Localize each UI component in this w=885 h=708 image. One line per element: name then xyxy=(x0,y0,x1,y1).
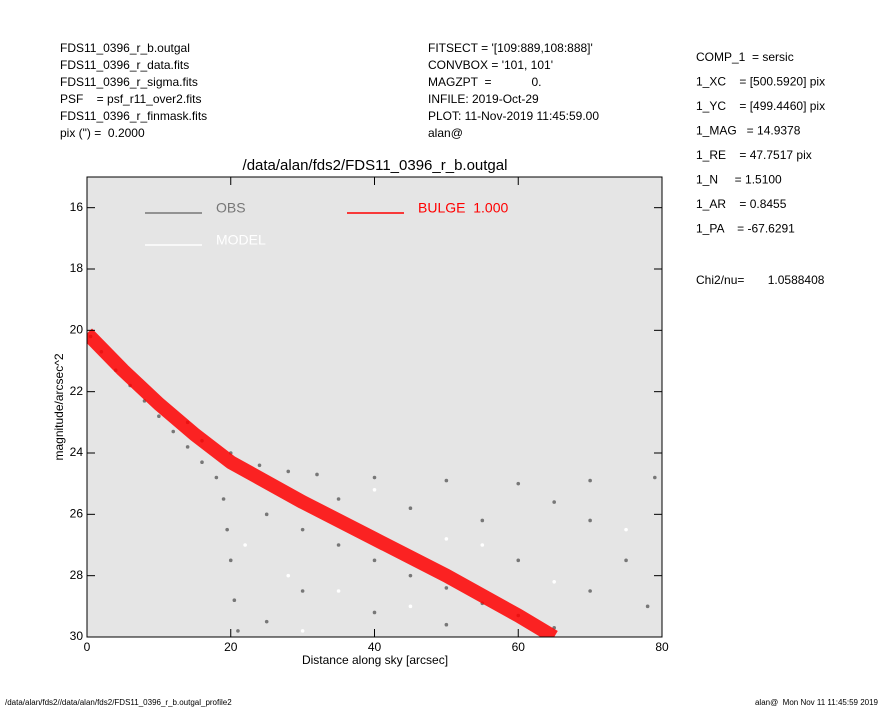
data-point xyxy=(264,619,269,624)
header-line: alan@ xyxy=(428,126,463,140)
header-line: FDS11_0396_r_data.fits xyxy=(60,58,189,72)
data-point xyxy=(228,558,233,563)
header-line: 1_PA = -67.6291 xyxy=(696,222,795,236)
data-point xyxy=(516,558,521,563)
legend-label: BULGE 1.000 xyxy=(418,200,508,216)
header-line: FITSECT = '[109:889,108:888]' xyxy=(428,41,593,55)
data-point xyxy=(552,500,556,504)
data-point xyxy=(232,598,237,602)
data-point xyxy=(444,537,449,541)
data-point xyxy=(236,629,240,633)
y-tick-label: 28 xyxy=(70,568,84,582)
header-line: PLOT: 11-Nov-2019 11:45:59.00 xyxy=(428,109,599,123)
data-point xyxy=(336,543,341,547)
data-point xyxy=(300,629,305,633)
header-line: FDS11_0396_r_sigma.fits xyxy=(60,75,198,89)
y-tick-label: 18 xyxy=(70,261,84,275)
data-point xyxy=(286,573,291,578)
x-tick-label: 80 xyxy=(655,640,669,654)
header-line: COMP_1 = sersic xyxy=(696,50,794,64)
footer-right: alan@ Mon Nov 11 11:45:59 2019 xyxy=(755,698,879,707)
data-point xyxy=(214,475,219,480)
legend-label: MODEL xyxy=(216,232,266,248)
header-line: 1_RE = 47.7517 pix xyxy=(696,148,812,162)
chi-square: Chi2/nu= 1.0588408 xyxy=(696,273,825,287)
data-point xyxy=(480,543,485,547)
x-tick-label: 60 xyxy=(512,640,526,654)
data-point xyxy=(157,414,161,419)
header-line: FDS11_0396_r_b.outgal xyxy=(60,41,190,55)
y-tick-label: 30 xyxy=(70,629,84,643)
data-point xyxy=(300,527,305,532)
data-point xyxy=(444,478,449,483)
x-axis-label: Distance along sky [arcsec] xyxy=(302,653,448,667)
data-point xyxy=(408,604,413,609)
data-point xyxy=(264,512,269,517)
data-point xyxy=(171,429,176,434)
data-point xyxy=(408,573,413,578)
footer-left: /data/alan/fds2//data/alan/fds2/FDS11_03… xyxy=(5,698,232,707)
data-point xyxy=(243,543,247,547)
data-point xyxy=(221,497,226,501)
data-point xyxy=(645,604,650,609)
chart-title: /data/alan/fds2/FDS11_0396_r_b.outgal xyxy=(243,157,508,174)
legend-label: OBS xyxy=(216,200,246,216)
y-tick-label: 22 xyxy=(70,384,84,398)
y-tick-label: 16 xyxy=(70,200,84,214)
data-point xyxy=(286,469,291,474)
header-line: 1_MAG = 14.9378 xyxy=(696,124,801,138)
data-point xyxy=(372,475,377,480)
data-point xyxy=(372,610,377,615)
data-point xyxy=(257,463,262,468)
data-point xyxy=(185,445,190,449)
y-tick-label: 24 xyxy=(70,445,84,459)
data-point xyxy=(552,580,556,584)
header-line: pix (") = 0.2000 xyxy=(60,126,145,140)
header-line: 1_AR = 0.8455 xyxy=(696,197,787,211)
header-line: FDS11_0396_r_finmask.fits xyxy=(60,109,207,123)
data-point xyxy=(336,589,341,593)
header-line: 1_XC = [500.5920] pix xyxy=(696,75,825,89)
data-point xyxy=(336,497,341,501)
data-point xyxy=(200,460,204,465)
y-tick-label: 26 xyxy=(70,507,84,521)
x-tick-label: 0 xyxy=(84,640,91,654)
header-line: CONVBOX = '101, 101' xyxy=(428,58,553,72)
y-axis-label: magnitude/arcsec^2 xyxy=(52,353,66,460)
bulge-band xyxy=(87,328,558,637)
data-point xyxy=(444,622,449,627)
data-point xyxy=(372,488,377,492)
data-point xyxy=(653,475,657,480)
data-point xyxy=(444,586,449,590)
data-point xyxy=(300,589,305,593)
y-tick-label: 20 xyxy=(70,323,84,337)
x-tick-label: 40 xyxy=(368,640,382,654)
data-point xyxy=(588,518,592,523)
x-tick-label: 20 xyxy=(224,640,238,654)
data-point xyxy=(588,589,592,593)
plot-data xyxy=(87,328,657,637)
header-line: 1_YC = [499.4460] pix xyxy=(696,99,825,113)
data-point xyxy=(315,472,319,477)
header-line: INFILE: 2019-Oct-29 xyxy=(428,92,539,106)
data-point xyxy=(480,518,485,523)
data-point xyxy=(624,558,628,563)
data-point xyxy=(372,558,377,563)
header-line: PSF = psf_r11_over2.fits xyxy=(60,92,202,106)
data-point xyxy=(624,527,628,532)
header-line: MAGZPT = 0. xyxy=(428,75,541,89)
data-point xyxy=(225,527,229,532)
header-line: 1_N = 1.5100 xyxy=(696,173,782,187)
data-point xyxy=(588,478,592,483)
data-point xyxy=(408,506,413,511)
data-point xyxy=(516,481,521,486)
